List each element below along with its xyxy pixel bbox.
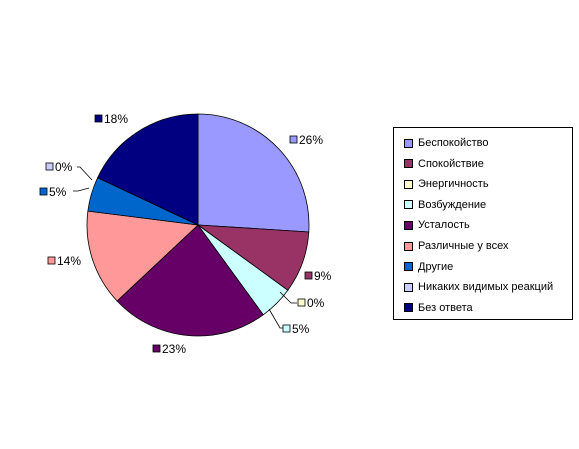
legend-item-никаких-видимых-реакций: Никаких видимых реакций [404, 280, 553, 294]
leader-line-энергичность [279, 291, 297, 304]
pie-slice-беспокойство [197, 113, 310, 233]
data-label-swatch [47, 256, 56, 265]
legend-label: Энергичность [418, 178, 489, 191]
data-label-swatch [94, 114, 103, 123]
pie-slice-различные-у-всех [86, 210, 199, 302]
legend-label: Другие [418, 260, 454, 273]
data-label-swatch [289, 135, 298, 144]
legend-swatch [404, 262, 413, 272]
data-label-возбуждение: 5% [282, 322, 310, 336]
data-label-text: 14% [57, 254, 81, 268]
data-label-swatch [297, 298, 306, 307]
data-label-различные-у-всех: 14% [47, 254, 81, 268]
data-label-text: 9% [314, 269, 332, 283]
legend-item-спокойствие: Спокойствие [404, 157, 484, 171]
data-label-другие: 5% [39, 185, 67, 199]
legend-swatch [404, 200, 413, 210]
legend-item-различные-у-всех: Различные у всех [404, 239, 509, 253]
data-label-swatch [282, 324, 291, 333]
legend-swatch [404, 159, 413, 169]
data-label-text: 0% [55, 160, 73, 174]
legend-swatch [404, 282, 413, 292]
data-label-никаких-видимых-реакций: 0% [45, 160, 73, 174]
legend-label: Никаких видимых реакций [418, 281, 554, 294]
legend-swatch [404, 303, 413, 313]
data-label-text: 0% [307, 296, 325, 310]
data-label-спокойствие: 9% [304, 269, 332, 283]
data-label-text: 5% [292, 322, 310, 336]
leader-line-другие [73, 187, 90, 192]
legend-label: Без ответа [418, 301, 473, 314]
data-label-text: 5% [49, 185, 67, 199]
legend-swatch [404, 179, 413, 189]
legend-item-усталость: Усталость [404, 218, 470, 232]
legend-item-энергичность: Энергичность [404, 177, 489, 191]
data-label-swatch [45, 162, 54, 171]
legend-item-возбуждение: Возбуждение [404, 198, 486, 212]
pie-slice-без-ответа [97, 113, 199, 226]
data-label-text: 23% [162, 342, 186, 356]
legend-swatch [404, 220, 413, 230]
legend-item-другие: Другие [404, 260, 453, 274]
legend-label: Беспокойство [418, 137, 489, 149]
leader-line-никаких-видимых-реакций [77, 166, 93, 181]
legend-swatch [404, 241, 413, 251]
legend-swatch [404, 138, 413, 148]
legend-item-беспокойство: Беспокойство [404, 136, 489, 150]
data-label-swatch [39, 187, 48, 196]
leader-line-возбуждение [268, 308, 283, 329]
pie-slice-усталость [116, 224, 264, 337]
data-label-энергичность: 0% [297, 296, 325, 310]
data-label-text: 26% [299, 133, 323, 147]
legend-label: Возбуждение [418, 198, 487, 211]
legend-item-без-ответа: Без ответа [404, 301, 473, 315]
legend-label: Различные у всех [418, 240, 509, 252]
legend: Беспокойство Спокойствие Энергичность Возбу… [393, 127, 573, 320]
data-label-усталость: 23% [152, 342, 186, 356]
data-label-swatch [304, 271, 313, 280]
legend-label: Спокойствие [418, 157, 484, 170]
data-label-беспокойство: 26% [289, 133, 323, 147]
data-label-без-ответа: 18% [94, 112, 128, 126]
legend-label: Усталость [418, 219, 470, 232]
data-label-swatch [152, 344, 161, 353]
data-label-text: 18% [104, 112, 128, 126]
